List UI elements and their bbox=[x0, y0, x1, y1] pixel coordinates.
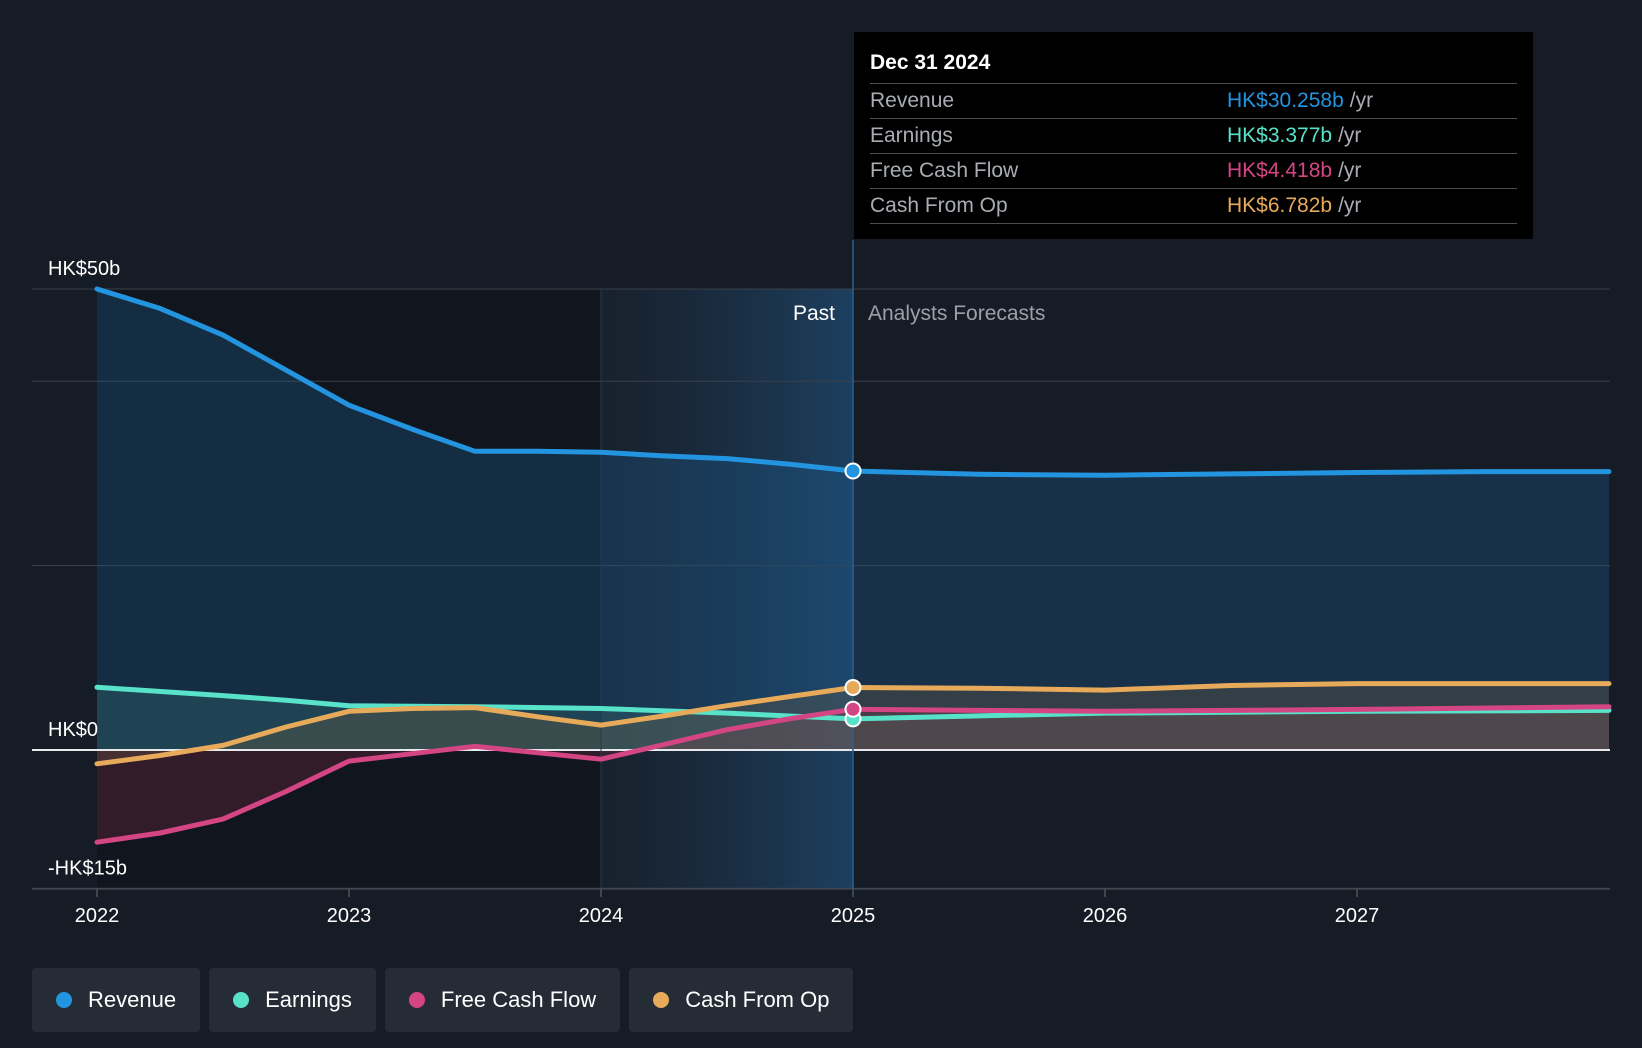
tooltip-label: Cash From Op bbox=[870, 194, 1008, 217]
legend-item-cash-from-op[interactable]: Cash From Op bbox=[629, 968, 854, 1032]
tooltip-row-free-cash-flow: Free Cash Flow HK$4.418b /yr bbox=[870, 153, 1517, 188]
legend-label: Free Cash Flow bbox=[440, 987, 597, 1012]
legend-dot-icon bbox=[408, 992, 425, 1008]
tooltip-row-cash-from-op: Cash From Op HK$6.782b /yr bbox=[870, 188, 1517, 224]
legend-item-free-cash-flow[interactable]: Free Cash Flow bbox=[384, 968, 621, 1032]
past-region bbox=[97, 289, 601, 889]
tooltip-label: Free Cash Flow bbox=[870, 159, 1019, 182]
x-axis-label: 2026 bbox=[1083, 905, 1128, 927]
tooltip-value: HK$4.418b bbox=[1227, 159, 1333, 182]
tooltip-unit: /yr bbox=[1338, 124, 1362, 147]
y-axis-label: HK$50b bbox=[48, 258, 120, 280]
tooltip-row-revenue: Revenue HK$30.258b /yr bbox=[870, 83, 1517, 118]
tooltip-unit: /yr bbox=[1338, 194, 1362, 217]
series-marker-revenue bbox=[844, 462, 862, 480]
legend-label: Revenue bbox=[88, 987, 177, 1012]
legend-dot-icon bbox=[56, 992, 72, 1008]
tooltip: Dec 31 2024 Revenue HK$30.258b /yr Earni… bbox=[854, 32, 1533, 239]
tooltip-label: Revenue bbox=[870, 89, 955, 112]
tooltip-unit: /yr bbox=[1349, 89, 1374, 112]
x-axis-label: 2024 bbox=[579, 905, 624, 927]
legend-item-earnings[interactable]: Earnings bbox=[209, 968, 376, 1032]
tooltip-date: Dec 31 2024 bbox=[870, 51, 991, 74]
series-marker-free-cash-flow bbox=[844, 700, 862, 718]
x-axis-label: 2027 bbox=[1335, 905, 1380, 927]
legend: Revenue Earnings Free Cash Flow Cash Fro… bbox=[32, 968, 854, 1032]
series-area-earnings bbox=[97, 687, 1609, 750]
legend-label: Earnings bbox=[265, 987, 352, 1012]
series-marker-cash-from-op bbox=[844, 678, 862, 696]
legend-label: Cash From Op bbox=[685, 987, 830, 1012]
legend-item-revenue[interactable]: Revenue bbox=[32, 968, 201, 1032]
tooltip-label: Earnings bbox=[870, 124, 953, 147]
past-highlight-region bbox=[601, 289, 853, 889]
legend-dot-icon bbox=[653, 992, 670, 1008]
x-axis-label: 2025 bbox=[831, 905, 876, 927]
tooltip-value: HK$6.782b bbox=[1227, 194, 1333, 217]
y-axis-label: HK$0 bbox=[48, 719, 98, 741]
series-area-free-cash-flow bbox=[97, 706, 1609, 843]
tooltip-unit: /yr bbox=[1338, 159, 1362, 182]
past-label: Past bbox=[793, 302, 835, 325]
series-line-cash-from-op bbox=[94, 681, 1612, 767]
series-line-revenue bbox=[94, 286, 1612, 478]
tooltip-value: HK$3.377b bbox=[1227, 124, 1333, 147]
legend-dot-icon bbox=[233, 992, 250, 1008]
tooltip-row-earnings: Earnings HK$3.377b /yr bbox=[870, 118, 1517, 153]
x-axis-label: 2022 bbox=[75, 905, 120, 927]
forecast-label: Analysts Forecasts bbox=[868, 302, 1045, 325]
y-axis-label: -HK$15b bbox=[48, 857, 127, 879]
tooltip-value: HK$30.258b bbox=[1227, 89, 1344, 112]
series-line-free-cash-flow bbox=[94, 704, 1612, 845]
x-axis-label: 2023 bbox=[327, 905, 372, 927]
